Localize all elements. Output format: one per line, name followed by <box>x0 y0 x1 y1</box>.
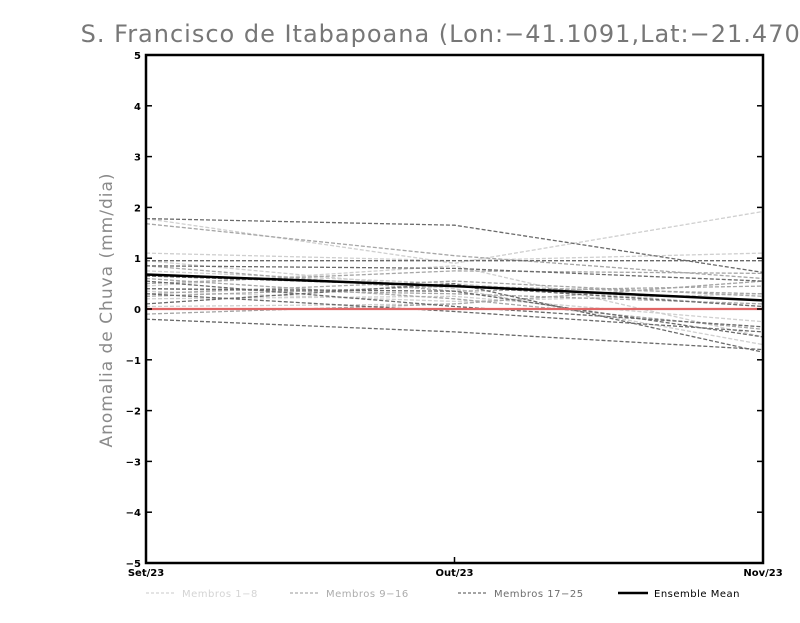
legend-label: Membros 17−25 <box>494 589 584 600</box>
y-tick-label: −5 <box>126 559 141 570</box>
chart-title: S. Francisco de Itabapoana (Lon:−41.1091… <box>81 20 800 48</box>
member-line-2 <box>145 252 764 262</box>
member-line-1 <box>145 210 764 264</box>
member-line-14 <box>145 277 764 330</box>
y-tick-label: 0 <box>134 305 141 316</box>
member-line-17 <box>145 217 764 274</box>
y-tick-label: −4 <box>126 508 141 519</box>
member-line-19 <box>145 265 764 282</box>
legend-label: Ensemble Mean <box>654 589 740 600</box>
member-line-22 <box>145 318 764 351</box>
series-layer <box>145 210 764 353</box>
member-line-23 <box>145 293 764 333</box>
x-ticks: Set/23 Out/23 Nov/23 <box>128 557 783 579</box>
y-tick-label: 2 <box>134 203 141 214</box>
y-tick-label: 5 <box>134 51 141 62</box>
legend-label: Membros 1−8 <box>182 589 258 600</box>
y-tick-label: 3 <box>134 153 141 164</box>
member-line-9 <box>145 223 764 280</box>
x-tick-label: Set/23 <box>128 568 164 579</box>
y-tick-label: −2 <box>126 407 141 418</box>
member-line-21 <box>145 282 764 353</box>
mean-layer <box>145 273 764 311</box>
y-tick-label: 4 <box>134 102 141 113</box>
member-line-4 <box>145 295 764 323</box>
member-line-16 <box>145 288 764 305</box>
x-tick-label: Out/23 <box>436 568 474 579</box>
member-line-6 <box>145 260 764 346</box>
x-tick-label: Nov/23 <box>743 568 782 579</box>
y-ticks: −5 −4 −3 −2 −1 0 1 2 3 4 5 <box>126 51 763 570</box>
y-tick-label: 1 <box>134 254 141 265</box>
member-line-12 <box>145 280 764 315</box>
y-tick-label: −3 <box>126 457 141 468</box>
ensemble-mean-line <box>145 273 764 302</box>
y-tick-label: −1 <box>126 356 141 367</box>
y-axis-label: Anomalia de Chuva (mm/dia) <box>97 172 117 447</box>
member-line-3 <box>145 290 764 303</box>
member-line-25 <box>145 288 764 338</box>
legend: Membros 1−8 Membros 9−16 Membros 17−25 Ense… <box>146 589 740 600</box>
legend-label: Membros 9−16 <box>326 589 409 600</box>
